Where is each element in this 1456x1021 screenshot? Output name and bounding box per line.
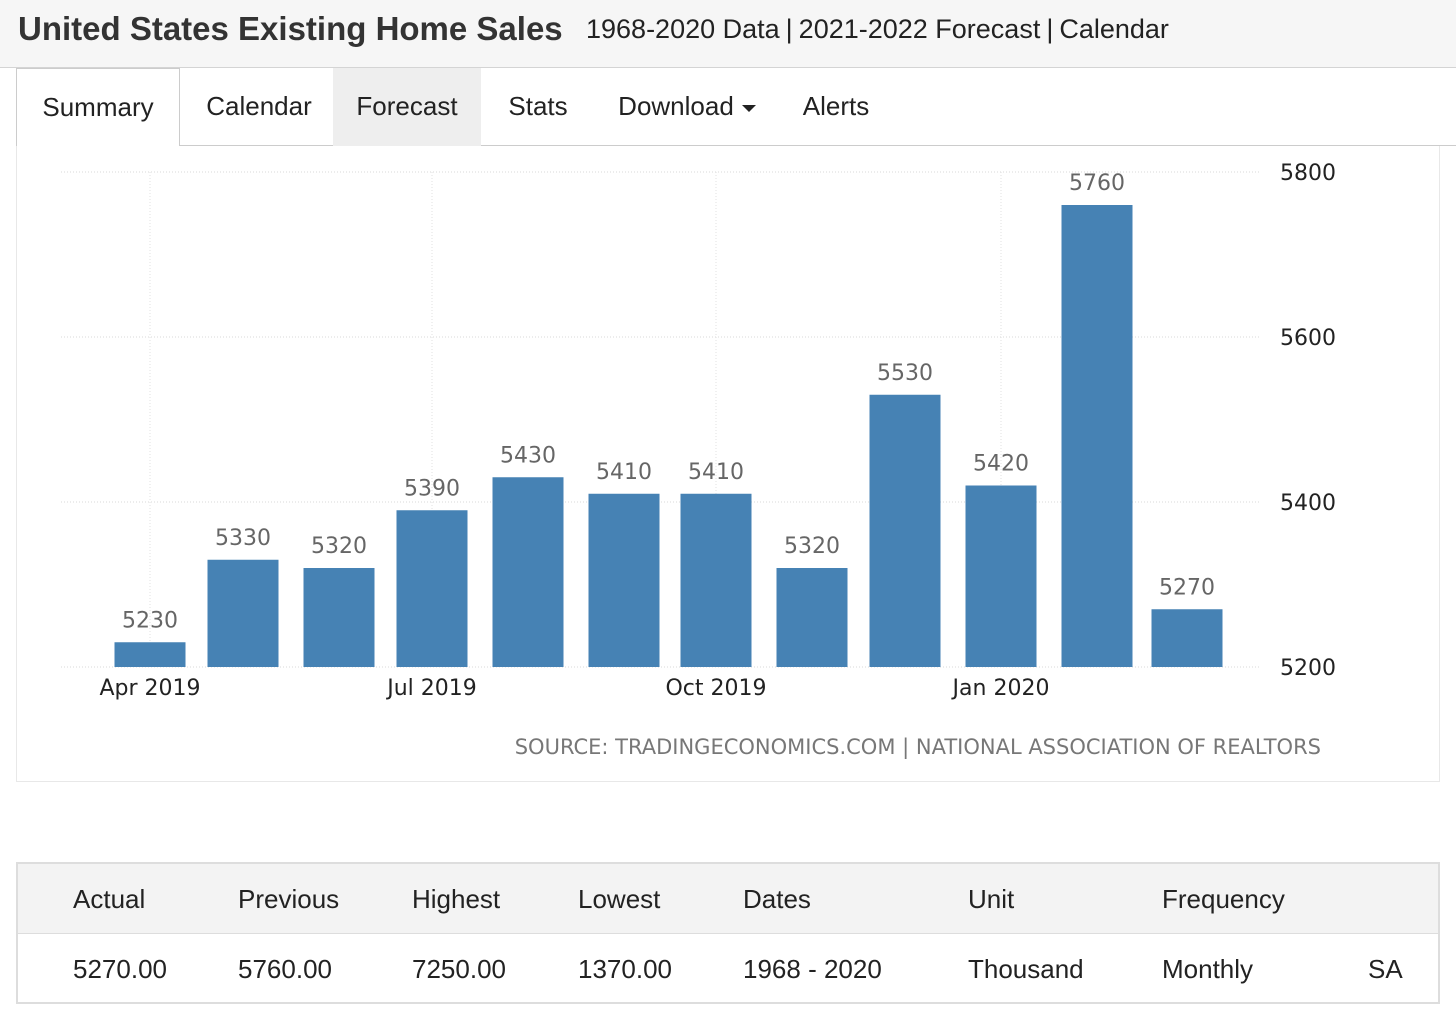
data-label: 5410 xyxy=(596,460,652,485)
tab-calendar[interactable]: Calendar xyxy=(186,68,332,146)
bar xyxy=(396,510,468,667)
data-label: 5320 xyxy=(311,534,367,559)
bar xyxy=(207,559,279,667)
value-previous: 5760.00 xyxy=(238,954,332,984)
tab-bar: Summary Calendar Forecast Stats Download… xyxy=(16,68,1456,147)
data-label: 5530 xyxy=(877,361,933,386)
stats-value-row: 5270.00 5760.00 7250.00 1370.00 1968 - 2… xyxy=(18,934,1438,1004)
data-label: 5430 xyxy=(500,443,556,468)
y-tick-label: 5200 xyxy=(1280,656,1336,681)
value-frequency: Monthly xyxy=(1162,954,1254,984)
link-separator: | xyxy=(1046,14,1054,44)
value-adjustment: SA xyxy=(1368,954,1403,984)
bar xyxy=(492,477,564,667)
tab-label: Alerts xyxy=(802,91,870,121)
tab-alerts[interactable]: Alerts xyxy=(784,68,888,146)
data-label: 5230 xyxy=(122,608,178,633)
link-separator: | xyxy=(785,14,793,44)
stats-table: Actual Previous Highest Lowest Dates Uni… xyxy=(16,862,1440,1004)
header-previous: Previous xyxy=(238,884,340,914)
header-links: 1968-2020 Data | 2021-2022 Forecast | Calend… xyxy=(586,14,1169,45)
tab-label: Calendar xyxy=(206,91,312,121)
bar xyxy=(303,568,375,667)
header-actual: Actual xyxy=(73,884,146,914)
value-highest: 7250.00 xyxy=(412,954,506,984)
y-tick-label: 5800 xyxy=(1280,161,1336,186)
data-label: 5320 xyxy=(784,534,840,559)
stats-header-row: Actual Previous Highest Lowest Dates Uni… xyxy=(18,864,1438,934)
data-label: 5410 xyxy=(688,460,744,485)
header-highest: Highest xyxy=(412,884,501,914)
tab-download[interactable]: Download xyxy=(598,68,776,146)
x-tick-label: Apr 2019 xyxy=(99,676,200,701)
bar xyxy=(588,493,660,667)
bar xyxy=(680,493,752,667)
bar xyxy=(1061,205,1133,667)
data-label: 5420 xyxy=(973,452,1029,477)
data-label: 5270 xyxy=(1159,575,1215,600)
bar-chart: 5200 5400 5600 5800 Apr 2019 Jul 2019 Oct 2019… xyxy=(61,161,1336,760)
x-tick-label: Jan 2020 xyxy=(951,676,1050,701)
tab-forecast[interactable]: Forecast xyxy=(333,68,481,146)
bar xyxy=(1151,609,1223,667)
tab-label: Download xyxy=(618,91,734,121)
bar xyxy=(965,485,1037,667)
x-tick-label: Jul 2019 xyxy=(385,676,477,701)
y-tick-label: 5600 xyxy=(1280,326,1336,351)
value-unit: Thousand xyxy=(968,954,1084,984)
tab-summary[interactable]: Summary xyxy=(16,68,180,147)
data-label: 5390 xyxy=(404,476,460,501)
value-dates: 1968 - 2020 xyxy=(743,954,882,984)
value-lowest: 1370.00 xyxy=(578,954,672,984)
header-dates: Dates xyxy=(743,884,811,914)
page-title: United States Existing Home Sales xyxy=(18,10,563,47)
header-lowest: Lowest xyxy=(578,884,661,914)
data-label: 5760 xyxy=(1069,171,1125,196)
tab-label: Summary xyxy=(42,92,154,122)
data-link[interactable]: 1968-2020 Data xyxy=(586,14,780,44)
header-frequency: Frequency xyxy=(1162,884,1285,914)
bar xyxy=(776,568,848,667)
chart-panel: 5200 5400 5600 5800 Apr 2019 Jul 2019 Oct 2019… xyxy=(16,146,1440,782)
bar xyxy=(869,394,941,667)
bar xyxy=(114,642,186,667)
chart-source: SOURCE: TRADINGECONOMICS.COM | NATIONAL … xyxy=(515,735,1321,760)
x-tick-label: Oct 2019 xyxy=(665,676,766,701)
header-unit: Unit xyxy=(968,884,1015,914)
forecast-link[interactable]: 2021-2022 Forecast xyxy=(798,14,1041,44)
tab-stats[interactable]: Stats xyxy=(486,68,590,146)
tab-label: Forecast xyxy=(356,91,458,121)
tab-label: Stats xyxy=(508,91,568,121)
value-actual: 5270.00 xyxy=(73,954,167,984)
caret-down-icon xyxy=(741,104,756,112)
calendar-link[interactable]: Calendar xyxy=(1059,14,1169,44)
y-tick-label: 5400 xyxy=(1280,491,1336,516)
data-label: 5330 xyxy=(215,526,271,551)
header-bar: United States Existing Home Sales 1968-2… xyxy=(0,0,1456,68)
